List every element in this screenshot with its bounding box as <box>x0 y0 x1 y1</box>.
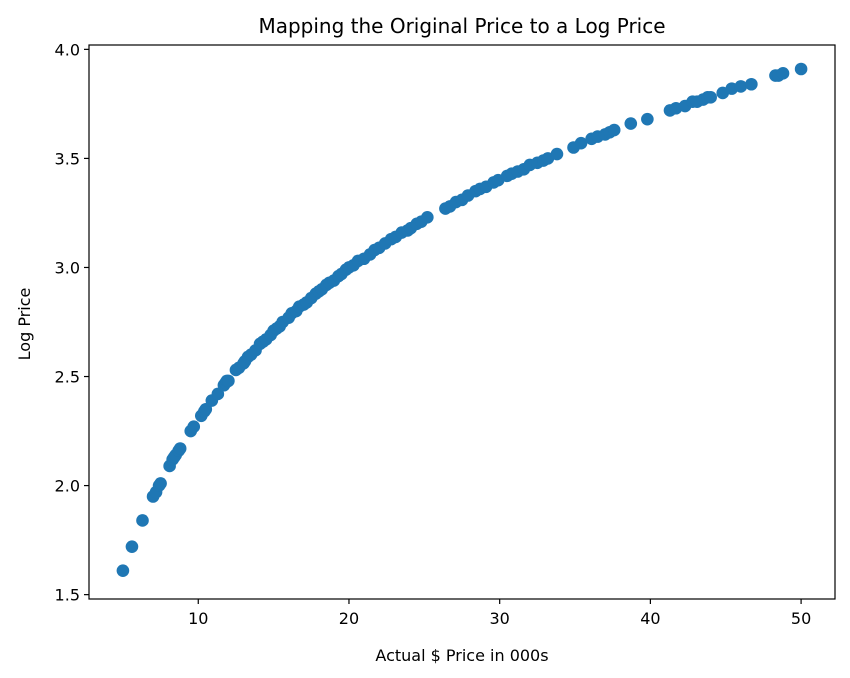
x-tick-label: 10 <box>188 609 208 628</box>
data-point <box>173 442 187 455</box>
data-point <box>776 67 790 80</box>
y-tick-label: 1.5 <box>55 586 80 605</box>
x-axis-ticks: 10 20 30 40 50 <box>188 599 811 628</box>
data-point <box>154 477 167 490</box>
chart-title: Mapping the Original Price to a Log Pric… <box>258 14 665 38</box>
data-point <box>187 420 201 433</box>
x-axis-label: Actual $ Price in 000s <box>375 646 548 665</box>
x-tick-label: 50 <box>791 609 811 628</box>
data-point <box>116 564 130 577</box>
data-point <box>624 117 638 130</box>
data-point <box>136 514 149 527</box>
y-axis-ticks: 1.5 2.0 2.5 3.0 3.5 4.0 <box>55 40 89 605</box>
data-point <box>704 91 717 104</box>
data-points <box>116 62 808 577</box>
y-tick-label: 4.0 <box>55 40 80 59</box>
data-point <box>794 62 808 76</box>
data-point <box>125 540 139 553</box>
data-point <box>607 123 621 137</box>
data-point <box>421 211 434 224</box>
data-point <box>734 80 748 93</box>
data-point <box>222 374 235 388</box>
y-tick-label: 3.0 <box>55 258 80 277</box>
y-tick-label: 2.5 <box>55 368 80 387</box>
y-axis-label: Log Price <box>15 288 34 361</box>
y-tick-label: 3.5 <box>55 149 80 168</box>
data-point <box>641 112 654 126</box>
x-tick-label: 20 <box>339 609 359 628</box>
x-tick-label: 40 <box>640 609 660 628</box>
x-tick-label: 30 <box>489 609 509 628</box>
data-point <box>550 147 564 161</box>
y-tick-label: 2.0 <box>55 477 80 496</box>
plot-frame <box>88 44 836 600</box>
data-point <box>574 136 588 150</box>
data-point <box>745 77 758 91</box>
